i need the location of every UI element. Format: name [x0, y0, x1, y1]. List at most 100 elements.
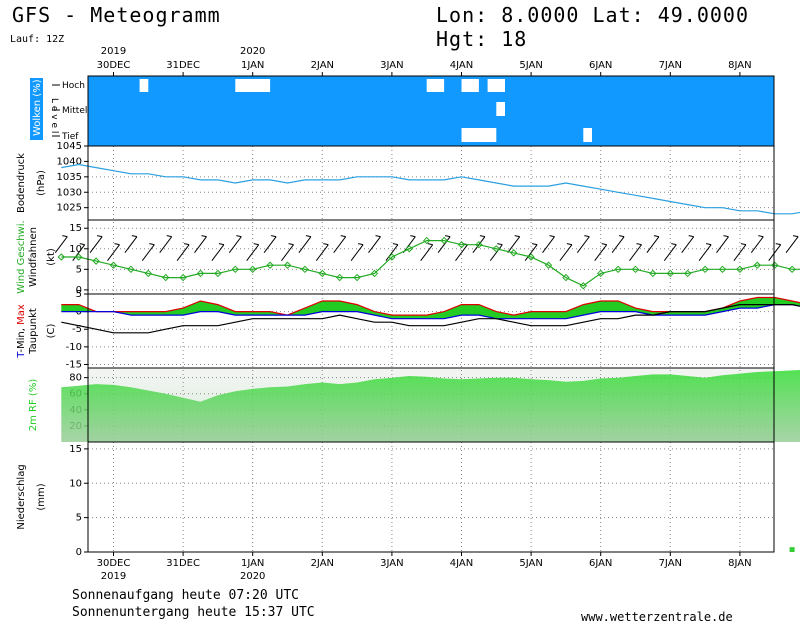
wind-speed-point	[544, 261, 553, 269]
wind-speed-point	[440, 236, 448, 245]
date-label-bottom: 7JAN	[659, 558, 682, 569]
clear-sky-gap	[487, 79, 505, 92]
wind-barb-feather	[358, 243, 364, 246]
y-tick-label: 0	[76, 285, 82, 296]
clear-sky-gap	[583, 128, 592, 142]
wind-barb	[72, 244, 86, 261]
wind-barb	[350, 244, 364, 261]
wind-barb	[124, 236, 138, 253]
wind-barb-feather	[236, 235, 242, 238]
date-label-bottom: 8JAN	[728, 558, 751, 569]
wind-barb-feather	[793, 235, 799, 238]
y-tick-label: 5	[76, 289, 82, 300]
wind-barb-feather	[218, 243, 224, 246]
wind-barb	[542, 236, 555, 253]
date-label-bottom: 4JAN	[450, 558, 473, 569]
clear-sky-gap	[461, 79, 479, 92]
wind-speed-point	[127, 265, 135, 274]
wind-speed-point	[283, 261, 292, 269]
cloud-level-label: Tief	[61, 132, 79, 142]
wind-speed-point	[109, 261, 118, 269]
wind-barb-feather	[79, 243, 85, 246]
wind-speed-point	[718, 265, 727, 274]
year-label-bottom: 2020	[240, 571, 265, 582]
wind-axis-label: Wind Geschwi.	[16, 220, 27, 293]
wind-barb-feather	[584, 235, 590, 238]
clear-sky-gap	[496, 102, 505, 116]
y-tick-label: -10	[66, 342, 82, 353]
wind-speed-point	[179, 273, 187, 282]
wind-barb-feather	[566, 243, 572, 246]
dewpoint-axis-label: Taupunkt	[28, 308, 39, 355]
location-coordinates: Lon: 8.0000 Lat: 49.0000 Hgt: 18	[436, 3, 749, 51]
date-label-top: 3JAN	[380, 60, 403, 71]
wind-speed-point	[753, 261, 762, 269]
clouds-label-bg	[30, 78, 43, 140]
panel-frame	[87, 145, 775, 221]
y-tick-label: 1045	[57, 141, 82, 152]
wind-barb	[716, 236, 729, 253]
wind-barb-feather	[514, 235, 520, 238]
date-label-top: 8JAN	[728, 60, 751, 71]
date-label-top: 6JAN	[589, 60, 612, 71]
wind-speed-point	[666, 269, 675, 278]
wind-barb	[368, 236, 381, 253]
wind-speed-point	[248, 265, 257, 274]
wind-barb-feather	[305, 235, 311, 238]
wind-barb	[159, 236, 173, 253]
wind-speed-point	[214, 269, 222, 278]
cloud-level-label: Mittel	[62, 106, 87, 116]
wind-barb-feather	[375, 235, 381, 238]
wind-barb-feather	[97, 235, 103, 238]
temperature-axis-label: T-Min, Max	[16, 304, 27, 359]
y-tick-label: 5	[76, 513, 82, 524]
wind-speed-point	[74, 253, 83, 261]
wind-speed-point	[388, 253, 396, 261]
wind-barb	[455, 244, 468, 261]
wind-barb-feather	[479, 235, 485, 238]
model-run-label: Lauf: 12Z	[10, 34, 65, 45]
wind-barb	[698, 244, 712, 261]
wind-barb	[246, 244, 260, 261]
dewpoint-line	[61, 304, 800, 334]
wind-barb	[333, 236, 347, 253]
wind-barb-feather	[758, 235, 764, 238]
wind-speed-point	[475, 240, 483, 249]
wind-speed-point	[631, 265, 640, 274]
tmin-line	[61, 304, 800, 320]
year-label-bottom: 2019	[101, 571, 126, 582]
date-label-bottom: 31DEC	[166, 558, 200, 569]
wind-barb-feather	[253, 243, 259, 246]
y-tick-label: 1035	[57, 172, 82, 183]
date-label-bottom: 2JAN	[311, 558, 334, 569]
sunrise-text: Sonnenaufgang heute 07:20 UTC	[72, 588, 299, 603]
wind-barb	[785, 236, 799, 253]
wind-barb	[507, 236, 521, 253]
y-tick-label: 10	[69, 244, 82, 255]
date-label-top: 2JAN	[311, 60, 334, 71]
wind-barb-feather	[619, 235, 625, 238]
date-label-top: 4JAN	[450, 60, 473, 71]
y-tick-label: 1030	[57, 187, 82, 198]
wind-barb	[402, 236, 416, 253]
clear-sky-gap	[461, 128, 497, 142]
wind-speed-point	[318, 269, 327, 278]
wind-barb	[524, 244, 538, 261]
wind-barb	[420, 244, 434, 261]
y-tick-label: -5	[72, 324, 82, 335]
wind-barb	[315, 244, 329, 261]
temperature-range-band	[61, 297, 800, 319]
wind-speed-point	[301, 265, 309, 274]
wind-barb	[263, 236, 277, 253]
wind-barb	[750, 236, 764, 253]
wind-barb	[54, 236, 68, 253]
tmax-label-part: Max	[16, 304, 27, 328]
wind-barb-feather	[636, 243, 642, 246]
y-tick-label: 0	[76, 547, 82, 558]
cloud-level-sublabel: L e v e l	[49, 98, 59, 133]
wind-barb	[611, 236, 625, 253]
wind-barb	[176, 244, 190, 261]
wind-speed-point	[683, 269, 692, 278]
pressure-axis-label: Bodendruck	[16, 153, 27, 213]
